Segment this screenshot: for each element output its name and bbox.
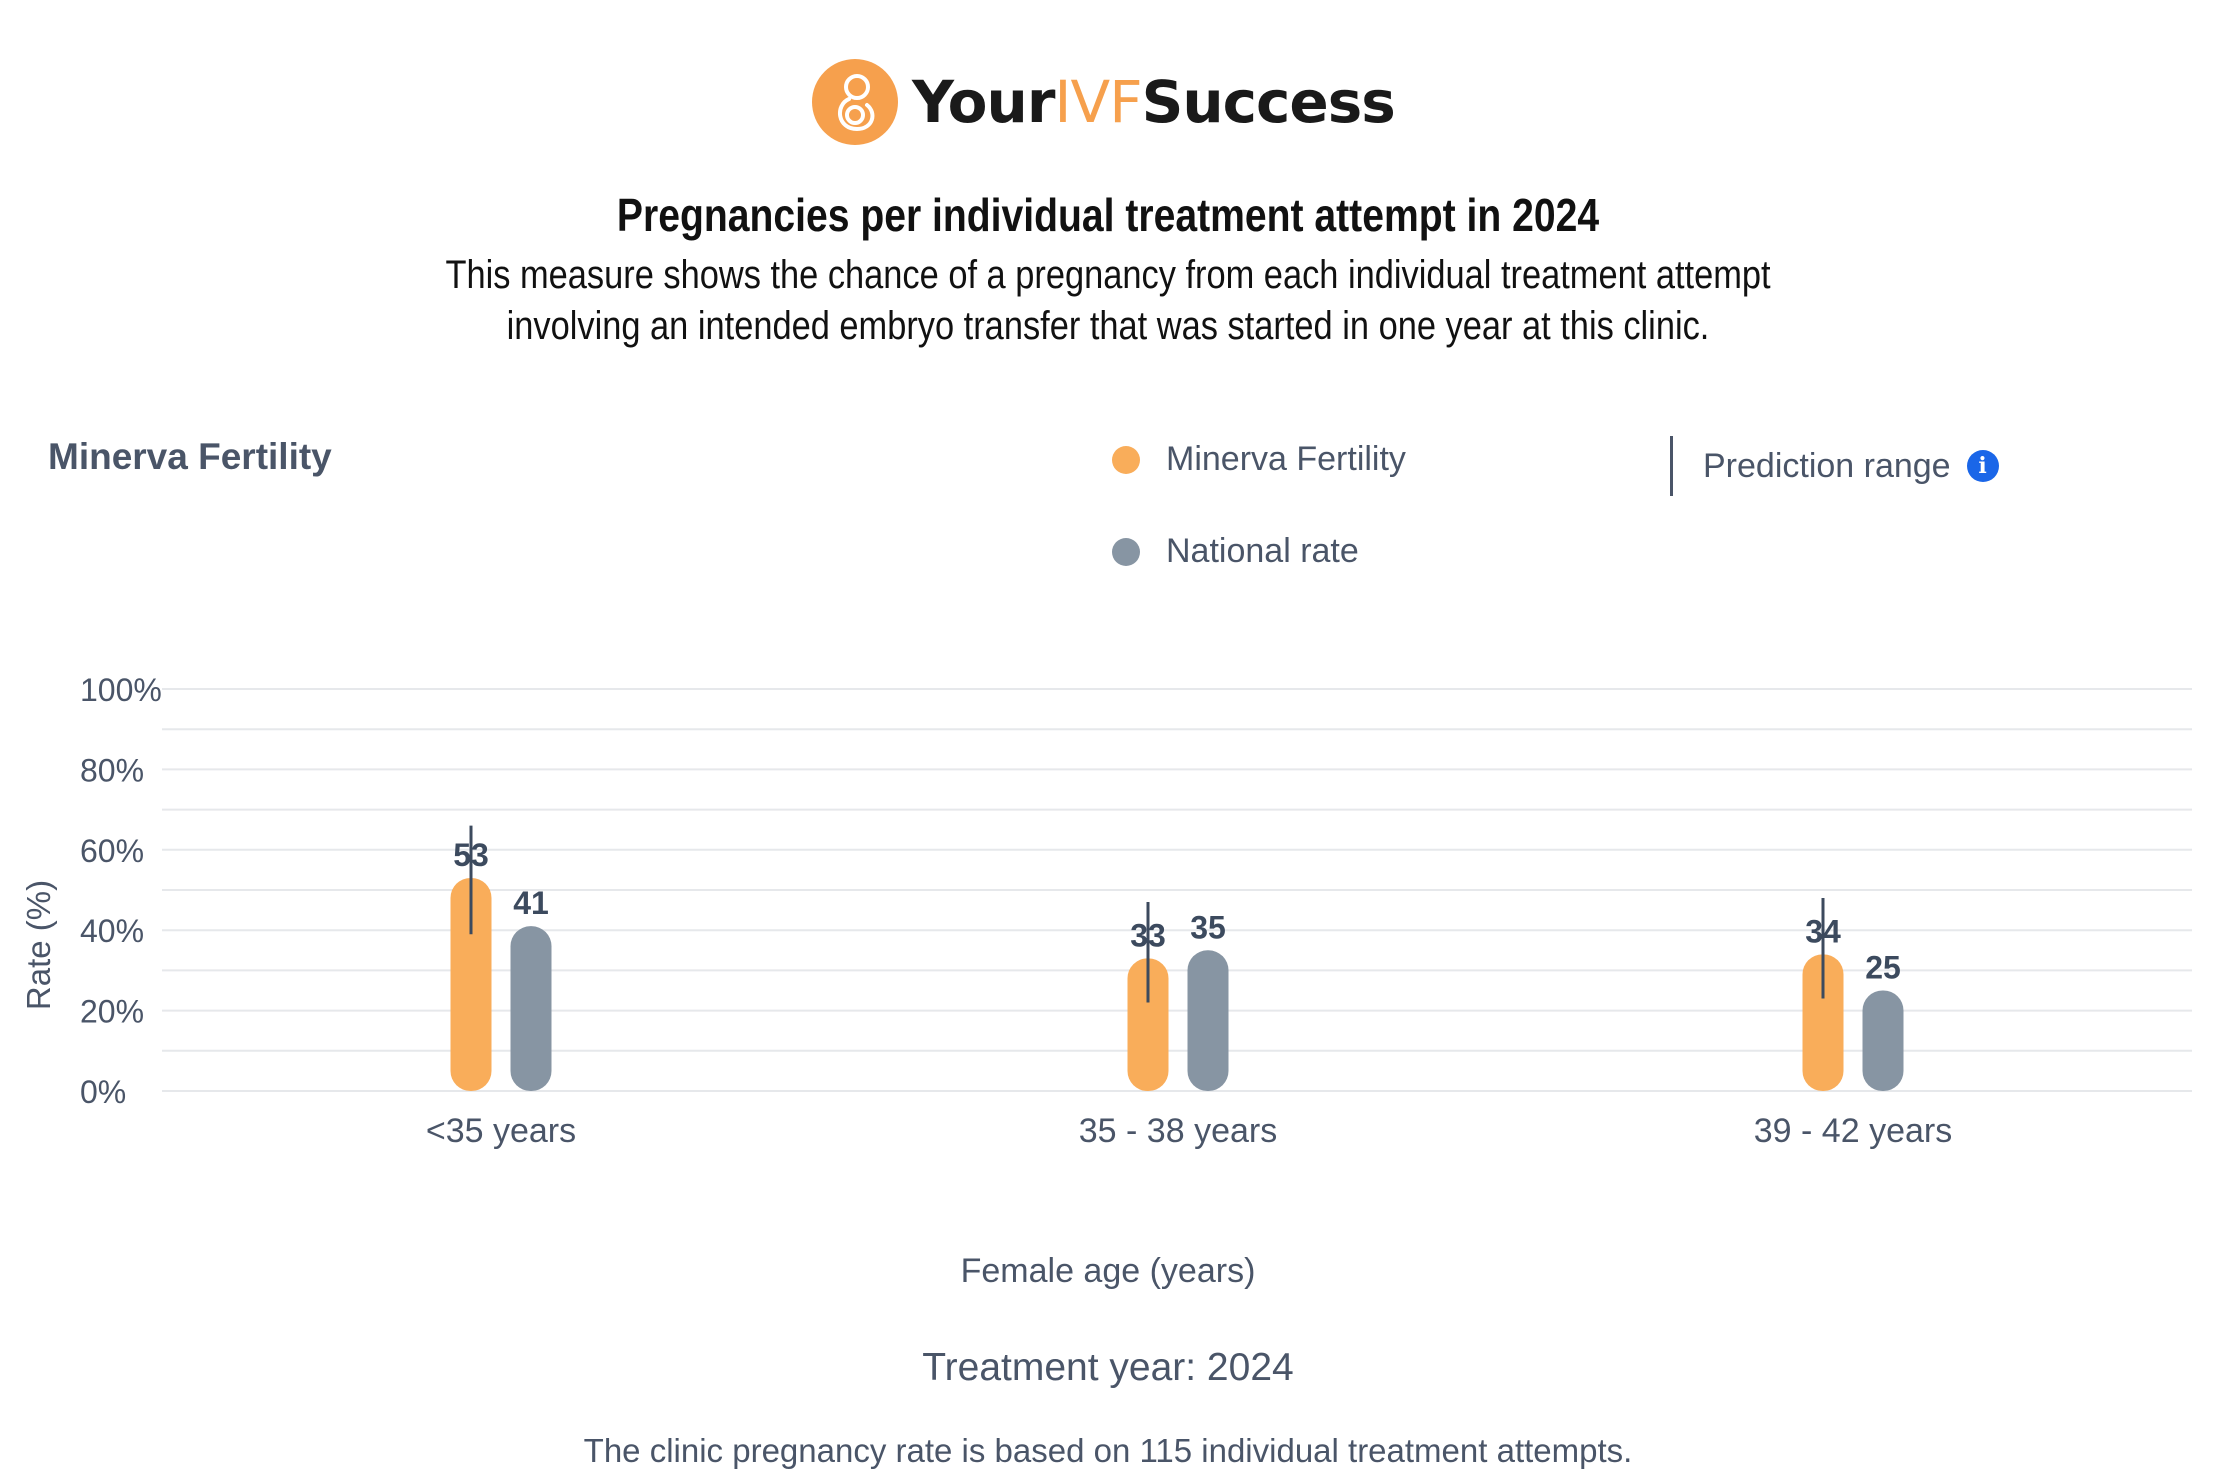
data-label-national: 35 bbox=[1190, 909, 1226, 945]
legend-prediction-label: Prediction range bbox=[1703, 446, 1951, 485]
treatment-year: Treatment year: 2024 bbox=[922, 1346, 1294, 1389]
subtitle-line-1: This measure shows the chance of a pregn… bbox=[445, 253, 1771, 297]
brand-wordmark: YourIVFSuccess bbox=[912, 68, 1396, 136]
y-tick-label: 0% bbox=[80, 1074, 126, 1110]
legend-clinic-dot bbox=[1112, 445, 1140, 474]
bar-clinic bbox=[1127, 958, 1169, 1091]
y-tick-label: 100% bbox=[80, 672, 162, 708]
prediction-range-line-icon bbox=[1670, 436, 1673, 496]
y-tick-label: 20% bbox=[80, 994, 144, 1030]
info-icon[interactable]: i bbox=[1966, 450, 1999, 482]
brand-logo: YourIVFSuccess bbox=[812, 52, 1396, 152]
chart-title: Pregnancies per individual treatment att… bbox=[616, 189, 1600, 241]
data-label-national: 25 bbox=[1865, 950, 1901, 986]
legend-prediction: Prediction range i bbox=[1670, 436, 1999, 496]
logo-mark-icon bbox=[812, 59, 898, 145]
y-tick-label: 40% bbox=[80, 913, 144, 949]
chart-subtitle: This measure shows the chance of a pregn… bbox=[155, 250, 2061, 352]
bar-national bbox=[1187, 950, 1229, 1091]
legend-national-label: National rate bbox=[1166, 532, 1359, 570]
x-tick-label: 35 - 38 years bbox=[1079, 1112, 1277, 1150]
subtitle-line-2: involving an intended embryo transfer th… bbox=[506, 304, 1710, 348]
bar-clinic bbox=[1802, 954, 1844, 1091]
y-axis-title: Rate (%) bbox=[20, 880, 57, 1010]
bar-national bbox=[510, 926, 552, 1091]
legend-national-dot bbox=[1112, 537, 1140, 566]
y-tick-label: 60% bbox=[80, 833, 144, 869]
data-label-national: 41 bbox=[513, 885, 549, 921]
x-axis-title: Female age (years) bbox=[960, 1252, 1256, 1290]
bar-clinic bbox=[450, 877, 492, 1091]
legend-clinic-label: Minerva Fertility bbox=[1166, 440, 1406, 478]
footer-note: The clinic pregnancy rate is based on 11… bbox=[583, 1432, 1633, 1469]
x-tick-label: <35 years bbox=[426, 1112, 576, 1150]
legend-national: National rate bbox=[1112, 532, 1359, 571]
x-tick-label: 39 - 42 years bbox=[1754, 1112, 1952, 1150]
bar-national bbox=[1862, 990, 1904, 1091]
y-tick-label: 80% bbox=[80, 752, 144, 788]
legend-clinic: Minerva Fertility bbox=[1112, 440, 1406, 479]
clinic-name: Minerva Fertility bbox=[48, 436, 332, 477]
